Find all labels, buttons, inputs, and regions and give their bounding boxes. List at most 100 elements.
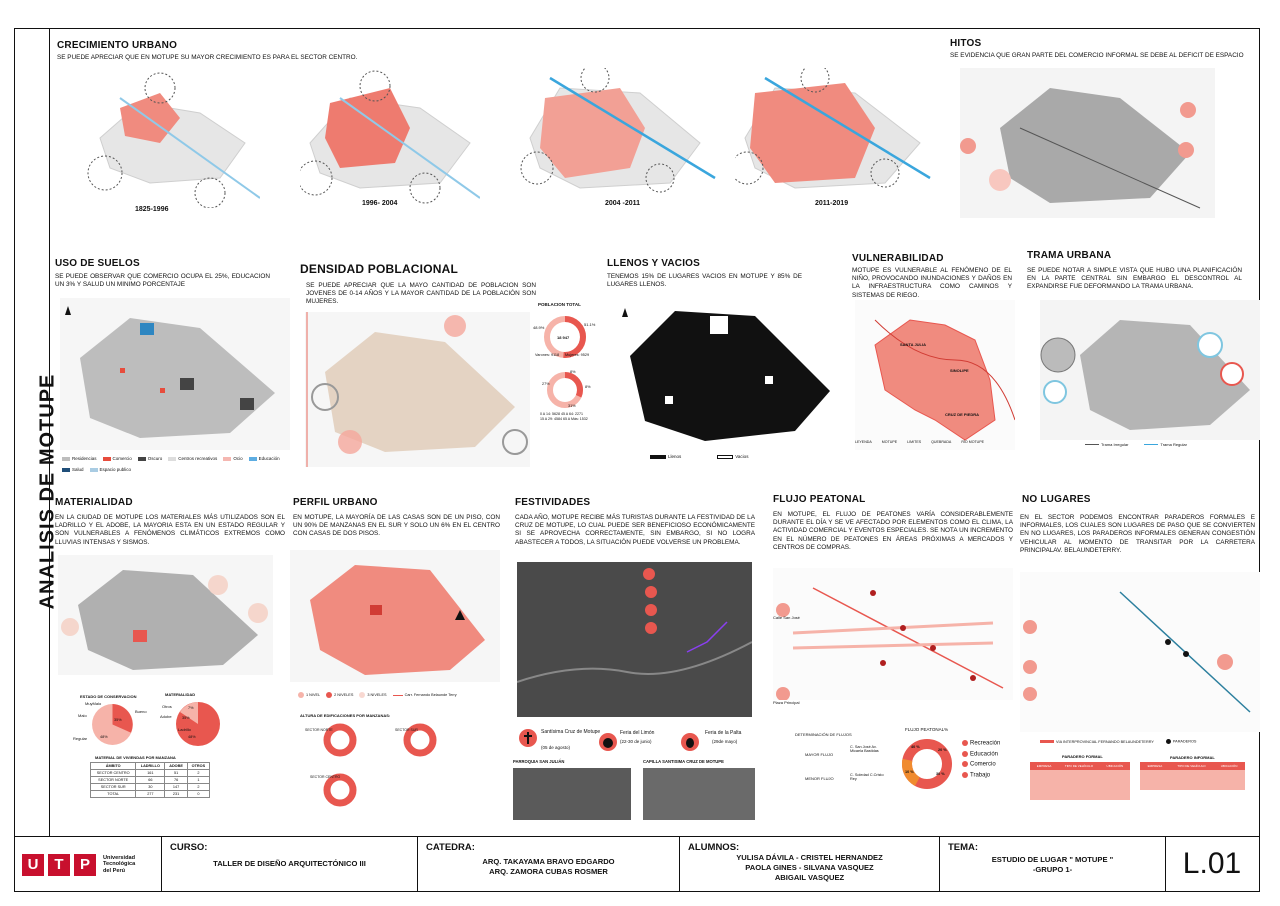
label-sinolipe: SINOLIPE bbox=[950, 368, 969, 373]
festividades-title: FESTIVIDADES bbox=[515, 497, 591, 508]
title-block: U T P Universidad Tecnológica del Perú CUR… bbox=[14, 836, 1260, 892]
flujo-pct-2: 20 % bbox=[938, 748, 947, 752]
table-row: SECTOR NORTE 66 76 1 bbox=[89, 776, 211, 784]
perfil-map bbox=[290, 550, 500, 682]
llenos-legend: Llenos Vacios bbox=[650, 454, 748, 459]
edad-legend: 0 A 14: 5628 45 A 64: 2271 15 A 29: 4584… bbox=[540, 412, 588, 421]
estado-bueno: Bueno bbox=[135, 709, 147, 714]
legend-regular: Trama Regular bbox=[1144, 442, 1187, 447]
edad-pct-4: 31% bbox=[568, 404, 576, 408]
densidad-title: DENSIDAD POBLACIONAL bbox=[300, 262, 459, 276]
pob-total-title: POBLACION TOTAL bbox=[538, 302, 581, 307]
event-1-name: Santísima Cruz de Motupe bbox=[541, 729, 601, 735]
lemon-icon bbox=[598, 732, 618, 752]
footer-alumnos: ALUMNOS: YULISA DÁVILA - CRISTEL HERNAND… bbox=[680, 837, 940, 892]
sidebar-title: ANALISIS DE MOTUPE bbox=[36, 373, 59, 610]
trama-map bbox=[1040, 300, 1260, 440]
edad-pct-3: 8% bbox=[585, 385, 591, 389]
legend-comercio: Comercio bbox=[102, 456, 132, 461]
cross-icon bbox=[518, 728, 538, 748]
pob-donut bbox=[540, 312, 590, 362]
legend-educacion: Educación bbox=[248, 456, 280, 461]
growth-map-3 bbox=[520, 68, 720, 198]
uso-legend: Residencias Comercio Oscuro Centros recr… bbox=[62, 456, 292, 472]
perfil-title: PERFIL URBANO bbox=[293, 497, 378, 508]
flujo-donut bbox=[900, 737, 955, 792]
altura-donuts bbox=[310, 722, 450, 808]
crecimiento-text: SE PUEDE APRECIAR QUE EN MOTUPE SU MAYOR… bbox=[57, 54, 358, 61]
year-label-4: 2011-2019 bbox=[815, 200, 849, 207]
utp-logo: U T P Universidad Tecnológica del Perú bbox=[14, 837, 162, 892]
legend-centros: Centros recreativos bbox=[168, 456, 217, 461]
materialidad-map bbox=[58, 555, 273, 675]
informal-table: EMPRESA TIPO DE VEHÍCULO UBICACIÓN bbox=[1140, 762, 1245, 790]
vulner-title: VULNERABILIDAD bbox=[852, 253, 944, 264]
footer-sheet: L.01 bbox=[1182, 847, 1242, 880]
festividades-text: CADA AÑO, MOTUPE RECIBE MÁS TURISTAS DUR… bbox=[515, 514, 755, 546]
edad-pct-2: 8% bbox=[570, 370, 576, 374]
photo1-title: PARROQUIA SAN JULIÁN bbox=[513, 759, 565, 764]
uso-map bbox=[60, 298, 290, 450]
sheet-frame bbox=[14, 28, 1260, 892]
flujo-legend: Recreación Educación Comercio Trabajo bbox=[962, 740, 1000, 778]
material-pct-3: 48% bbox=[188, 735, 196, 739]
mat-table: ÁMBITO LADRILLO ADOBE OTROS SECTOR CENTRO 16… bbox=[89, 762, 211, 798]
nolugares-legend: VIA INTERPROVINCIAL FERNANDO BELAUNDETER… bbox=[1040, 739, 1196, 744]
legend-residencias: Residencias bbox=[62, 456, 97, 461]
label-santa-julia: SANTA JULIA bbox=[900, 342, 926, 347]
photo-parroquia bbox=[513, 768, 631, 820]
footer-curso: CURSO: TALLER DE DISEÑO ARQUITECTÓNICO I… bbox=[162, 837, 418, 892]
legend-salud: Salud bbox=[62, 467, 84, 472]
event-3-date: (29de mayo) bbox=[712, 739, 738, 744]
label-calle: Calle San José bbox=[773, 615, 800, 620]
materialidad-text: EN LA CIUDAD DE MOTUPE LOS MATERIALES MÁ… bbox=[55, 514, 285, 546]
year-label-3: 2004 -2011 bbox=[605, 200, 641, 207]
formal-title: PARADERO FORMAL bbox=[1062, 754, 1103, 759]
mat-table-title: MATERIAL DE VIVIENDAS POR MANZANA bbox=[95, 755, 176, 760]
utp-name: Universidad Tecnológica del Perú bbox=[103, 854, 136, 874]
material-title: MATERIALIDAD bbox=[165, 692, 196, 697]
flujo-title: FLUJO PEATONAL bbox=[773, 494, 866, 505]
perfil-legend: 1 NIVEL 2 NIVELES 3 NIVELES Carr. Fernan… bbox=[298, 692, 457, 698]
varones-count: Varones: 9118 bbox=[535, 353, 560, 357]
informal-title: PARADERO INFORMAL bbox=[1170, 755, 1215, 760]
legend-oscuro: Oscuro bbox=[137, 456, 162, 461]
densidad-text: SE PUEDE APRECIAR QUE LA MAYO CANTIDAD D… bbox=[306, 282, 536, 306]
table-row: SECTOR CENTRO 161 51 2 bbox=[89, 769, 211, 777]
material-pct-1: 7% bbox=[188, 706, 194, 710]
sidebar-band: ANALISIS DE MOTUPE bbox=[14, 28, 59, 836]
hitos-title: HITOS bbox=[950, 38, 982, 49]
flujo-pct-1: 40 % bbox=[911, 745, 920, 749]
label-cruz: CRUZ DE PIEDRA bbox=[945, 412, 980, 417]
event-2-name: Feria del Limón bbox=[620, 730, 655, 736]
material-otros: Otros bbox=[162, 704, 172, 709]
trama-text: SE PUEDE NOTAR A SIMPLE VISTA QUE HUBO U… bbox=[1027, 267, 1242, 291]
flujo-pie-title: FLUJO PEATONAL% bbox=[905, 727, 949, 732]
mayor-streets: C. San José Av. Micaela Bastidas bbox=[850, 745, 879, 753]
flujo-map bbox=[773, 568, 1013, 700]
photo-capilla bbox=[643, 768, 755, 820]
uso-text: SE PUEDE OBSERVAR QUE COMERCIO OCUPA EL … bbox=[55, 273, 270, 289]
legend-espacio: Espacio publico bbox=[89, 467, 131, 472]
estado-pie bbox=[90, 702, 135, 747]
vulner-text: MOTUPE ES VULNERABLE AL FENÓMENO DE EL N… bbox=[852, 267, 1012, 299]
event-1-date: (05 de agosto) bbox=[541, 745, 571, 750]
estado-title: ESTADO DE CONSERVACION bbox=[80, 694, 137, 699]
legend-vacios: Vacios bbox=[717, 454, 748, 459]
flujo-text: EN MOTUPE, EL FLUJO DE PEATONES VARÍA CO… bbox=[773, 511, 1013, 551]
altura-norte: SECTOR NORTE bbox=[305, 728, 333, 732]
vulner-map bbox=[855, 300, 1015, 450]
menor-streets: C. Soledad C.Cristo Rey bbox=[850, 773, 884, 781]
llenos-map bbox=[615, 296, 840, 456]
det-title: DETERMINACIÓN DE FLUJOS bbox=[795, 732, 852, 737]
estado-muymalo: MuyMalo bbox=[85, 701, 102, 706]
uso-title: USO DE SUELOS bbox=[55, 258, 140, 269]
legend-llenos: Llenos bbox=[650, 454, 681, 459]
nolugares-title: NO LUGARES bbox=[1022, 494, 1091, 505]
hitos-map bbox=[960, 68, 1215, 218]
material-pie bbox=[173, 700, 223, 748]
table-row: SECTOR SUR 30 147 2 bbox=[89, 783, 211, 791]
legend-ocio: Ocio bbox=[223, 456, 243, 461]
mayor-label: MAYOR FLUJO bbox=[805, 752, 834, 757]
flujo-pct-3: 30 % bbox=[936, 772, 945, 776]
